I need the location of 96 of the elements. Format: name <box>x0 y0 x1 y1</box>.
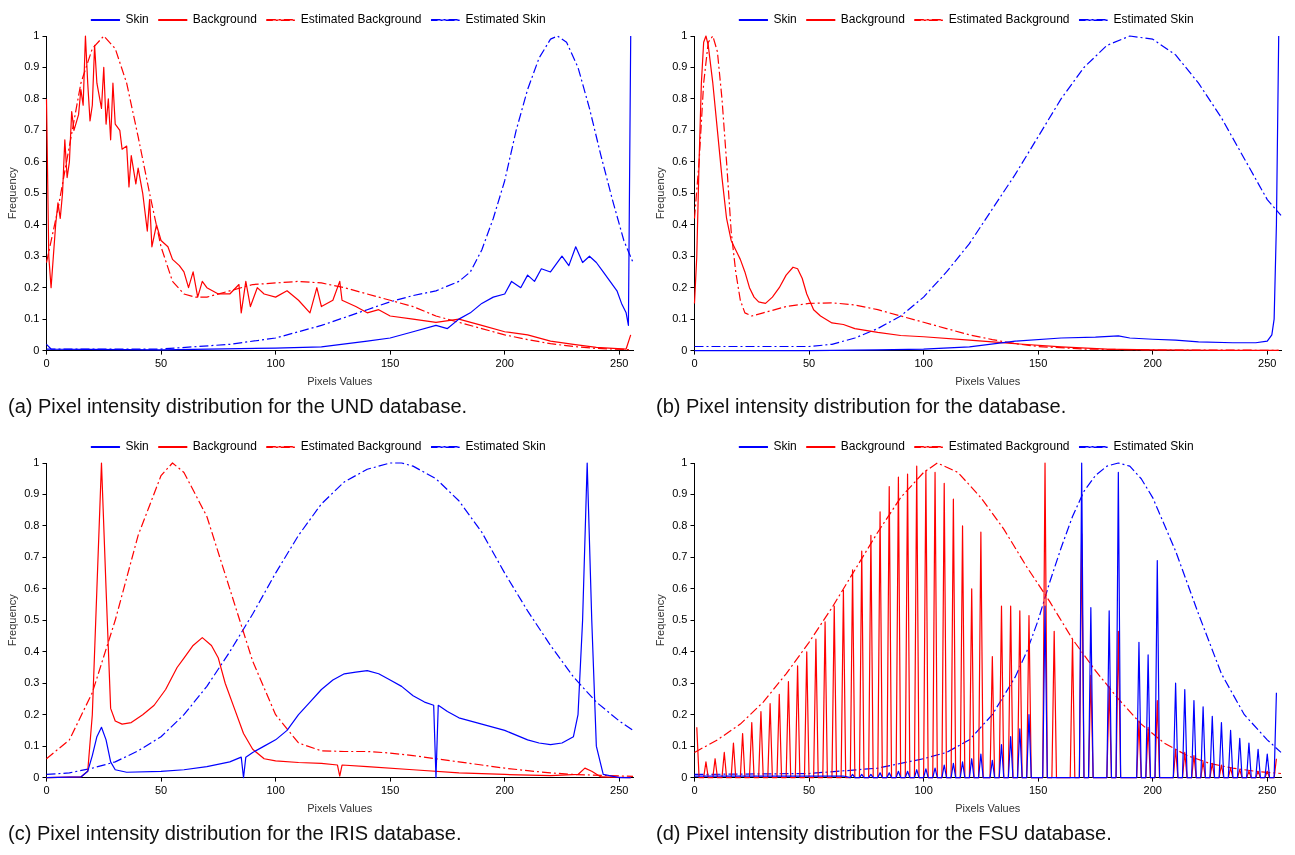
y-tick-label: 0.6 <box>24 581 40 594</box>
x-tick-label: 0 <box>43 357 50 370</box>
legend-label: Estimated Background <box>948 12 1070 27</box>
y-tick-label: 0.9 <box>24 60 40 73</box>
text: (b) Pixel intensity distribution for the database. <box>655 394 1068 419</box>
x-axis-title: Pixels Values <box>307 375 373 388</box>
x-tick-label: 150 <box>1028 357 1048 370</box>
y-tick-label: 0.4 <box>24 217 40 230</box>
x-axis-title: Pixels Values <box>955 375 1021 388</box>
y-tick-label: 0.8 <box>672 91 688 104</box>
y-tick-label: 0.1 <box>24 312 40 325</box>
y-tick-label: 0.6 <box>24 154 40 167</box>
y-tick-label: 0.2 <box>24 707 40 720</box>
legend-label: Background <box>192 439 257 454</box>
legend-label: Estimated Background <box>300 439 422 454</box>
y-tick-label: 0.2 <box>672 707 688 720</box>
legend-label: Background <box>192 12 257 27</box>
x-tick-label: 150 <box>1028 784 1048 797</box>
legend-label: Estimated Background <box>948 439 1070 454</box>
y-tick-label: 0 <box>33 770 40 783</box>
y-tick-label: 0.3 <box>24 249 40 262</box>
x-tick-label: 0 <box>43 784 50 797</box>
y-tick-label: 0.3 <box>672 249 688 262</box>
x-tick-label: 200 <box>495 784 514 797</box>
y-axis-title: Frequency <box>653 166 666 220</box>
y-tick-label: 0.9 <box>672 487 688 500</box>
x-tick-label: 50 <box>802 357 816 370</box>
x-tick-label: 200 <box>495 357 514 370</box>
y-tick-label: 0.7 <box>672 550 688 563</box>
y-tick-label: 0.5 <box>24 186 40 199</box>
y-axis-title: Frequency <box>653 593 666 647</box>
y-tick-label: 1 <box>681 29 688 42</box>
x-tick-label: 200 <box>1143 357 1162 370</box>
legend-label: Background <box>840 12 905 27</box>
legend-label: Estimated Skin <box>1113 439 1194 454</box>
y-tick-label: 0.5 <box>672 186 688 199</box>
x-tick-label: 0 <box>691 357 698 370</box>
y-tick-label: 0.6 <box>672 581 688 594</box>
y-tick-label: 0.9 <box>672 60 688 73</box>
y-tick-label: 0.2 <box>24 280 40 293</box>
y-tick-label: 0 <box>33 343 40 356</box>
y-tick-label: 0.8 <box>24 518 40 531</box>
y-tick-label: 0.2 <box>672 280 688 293</box>
x-tick-label: 200 <box>1143 784 1162 797</box>
text: (d) Pixel intensity distribution for the FSU database. <box>655 821 1113 846</box>
y-tick-label: 1 <box>33 29 40 42</box>
x-tick-label: 250 <box>610 357 629 370</box>
y-tick-label: 0.4 <box>672 217 688 230</box>
y-tick-label: 0 <box>681 770 688 783</box>
x-tick-label: 100 <box>266 784 285 797</box>
y-tick-label: 0.8 <box>672 518 688 531</box>
x-tick-label: 50 <box>802 784 816 797</box>
y-tick-label: 0.4 <box>24 644 40 657</box>
y-tick-label: 0.5 <box>24 613 40 626</box>
x-tick-label: 250 <box>610 784 629 797</box>
legend-label: Estimated Skin <box>465 12 546 27</box>
y-tick-label: 0.4 <box>672 644 688 657</box>
x-tick-label: 100 <box>914 784 933 797</box>
legend-label: Skin <box>125 439 149 454</box>
x-tick-label: 100 <box>266 357 285 370</box>
y-tick-label: 0.7 <box>24 123 40 136</box>
y-tick-label: 0 <box>681 343 688 356</box>
y-tick-label: 0.7 <box>672 123 688 136</box>
y-tick-label: 1 <box>681 456 688 469</box>
y-tick-label: 0.5 <box>672 613 688 626</box>
x-axis-title: Pixels Values <box>307 802 373 815</box>
y-tick-label: 1 <box>33 456 40 469</box>
legend-label: Estimated Skin <box>1113 12 1194 27</box>
y-tick-label: 0.3 <box>672 676 688 689</box>
text: (a) Pixel intensity distribution for the UND database. <box>7 394 469 419</box>
legend-label: Estimated Skin <box>465 439 546 454</box>
legend-label: Skin <box>773 12 797 27</box>
y-axis-title: Frequency <box>5 593 18 647</box>
legend-label: Background <box>840 439 905 454</box>
y-tick-label: 0.1 <box>24 739 40 752</box>
x-tick-label: 150 <box>380 357 400 370</box>
x-tick-label: 100 <box>914 357 933 370</box>
x-tick-label: 250 <box>1258 784 1277 797</box>
legend-label: Estimated Background <box>300 12 422 27</box>
x-tick-label: 150 <box>380 784 400 797</box>
y-tick-label: 0.9 <box>24 487 40 500</box>
x-tick-label: 50 <box>154 357 168 370</box>
text: (c) Pixel intensity distribution for the IRIS database. <box>7 821 463 846</box>
x-tick-label: 50 <box>154 784 168 797</box>
y-tick-label: 0.1 <box>672 312 688 325</box>
y-tick-label: 0.1 <box>672 739 688 752</box>
y-tick-label: 0.7 <box>24 550 40 563</box>
legend-label: Skin <box>773 439 797 454</box>
x-axis-title: Pixels Values <box>955 802 1021 815</box>
legend-label: Skin <box>125 12 149 27</box>
y-tick-label: 0.8 <box>24 91 40 104</box>
x-tick-label: 0 <box>691 784 698 797</box>
x-tick-label: 250 <box>1258 357 1277 370</box>
y-tick-label: 0.6 <box>672 154 688 167</box>
y-axis-title: Frequency <box>5 166 18 220</box>
y-tick-label: 0.3 <box>24 676 40 689</box>
